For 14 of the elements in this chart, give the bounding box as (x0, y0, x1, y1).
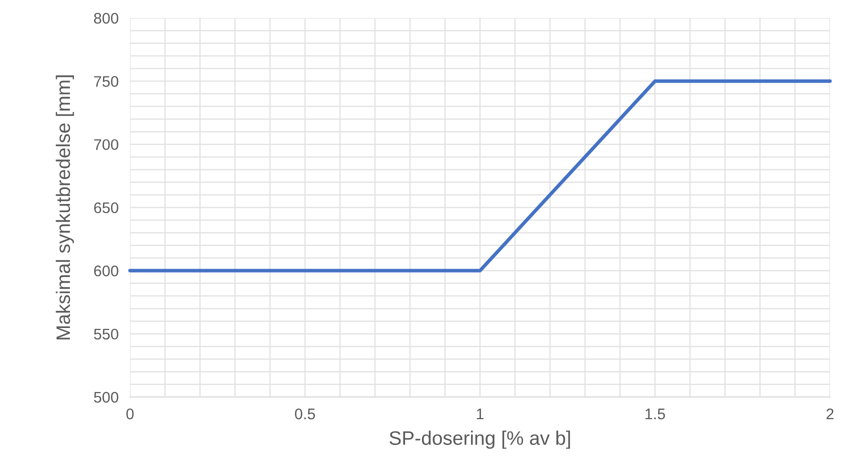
x-tick-label: 1.5 (646, 408, 665, 420)
x-tick-label: 0.5 (294, 408, 315, 420)
x-tick-label: 0 (126, 408, 134, 420)
x-tick-label: 1 (476, 408, 484, 420)
x-tick-label: 2 (826, 408, 834, 420)
y-tick-label: 600 (94, 266, 118, 276)
y-tick-label: 550 (94, 328, 118, 340)
y-tick-label: 500 (94, 392, 118, 403)
y-tick-label: 700 (94, 139, 118, 150)
y-axis-title: Maksimal synkutbredelse [mm] (56, 75, 74, 340)
y-tick-label: 750 (94, 76, 118, 87)
x-axis-title: SP-dosering [% av b] (390, 430, 570, 449)
y-tick-label: 800 (94, 12, 118, 24)
y-tick-label: 650 (94, 202, 118, 214)
